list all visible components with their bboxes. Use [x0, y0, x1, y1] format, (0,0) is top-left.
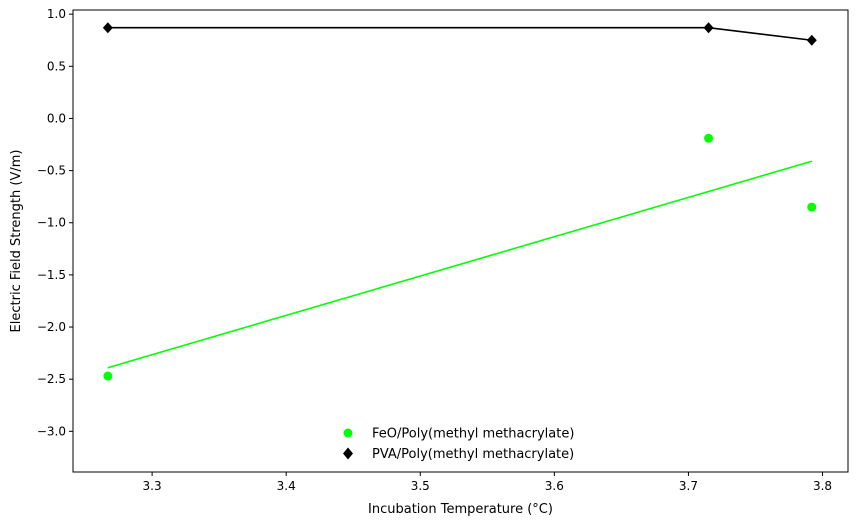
series-layer — [102, 22, 817, 381]
data-point-pva — [806, 34, 817, 46]
y-tick-label: 0.5 — [47, 59, 66, 73]
data-point-pva — [102, 22, 113, 34]
y-tick-label: −1.0 — [37, 216, 66, 230]
y-tick-label: −2.0 — [37, 320, 66, 334]
data-point-pva — [703, 22, 714, 34]
y-axis-label: Electric Field Strength (V/m) — [9, 150, 24, 333]
data-point-feo — [103, 371, 113, 381]
legend-marker-feo — [343, 428, 353, 438]
y-tick-label: −0.5 — [37, 164, 66, 178]
x-tick-label: 3.3 — [143, 479, 162, 493]
x-tick-label: 3.7 — [679, 479, 698, 493]
y-tick-label: −3.0 — [37, 424, 66, 438]
x-tick-label: 3.4 — [277, 479, 296, 493]
trendline-feo — [107, 160, 813, 369]
legend-label-feo: FeO/Poly(methyl methacrylate) — [372, 427, 574, 442]
x-tick-label: 3.5 — [411, 479, 430, 493]
data-point-feo — [704, 133, 714, 143]
y-axis-ticks: 1.0 0.5 0.0 −0.5 −1.0 −1.5 −2.0 −2.5 −3.0 — [37, 7, 73, 438]
y-tick-label: −2.5 — [37, 372, 66, 386]
y-tick-label: 1.0 — [47, 7, 66, 21]
y-tick-label: 0.0 — [47, 111, 66, 125]
legend-label-pva: PVA/Poly(methyl methacrylate) — [372, 447, 574, 462]
plot-area — [72, 9, 849, 473]
legend-marker-pva — [343, 447, 353, 460]
x-tick-label: 3.6 — [545, 479, 564, 493]
data-point-feo — [807, 202, 817, 212]
x-axis-label: Incubation Temperature (°C) — [368, 502, 553, 517]
y-tick-label: −1.5 — [37, 268, 66, 282]
x-axis-ticks: 3.3 3.4 3.5 3.6 3.7 3.8 — [143, 472, 832, 493]
x-tick-label: 3.8 — [813, 479, 832, 493]
legend: FeO/Poly(methyl methacrylate) PVA/Poly(m… — [343, 427, 574, 462]
